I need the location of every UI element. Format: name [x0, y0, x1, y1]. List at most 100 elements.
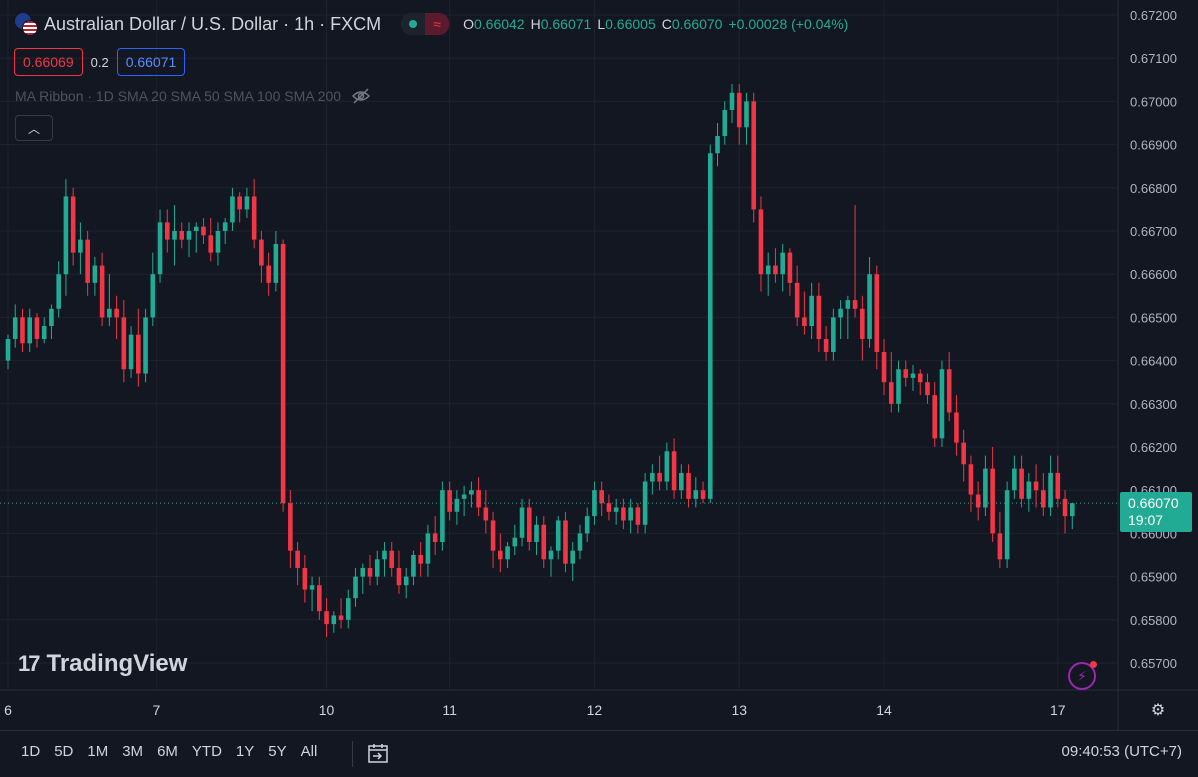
last-price-tag: 0.66070 19:07 — [1120, 492, 1192, 532]
range-5y[interactable]: 5Y — [268, 743, 287, 760]
candle — [1026, 472, 1032, 512]
market-status[interactable]: ≈ — [401, 13, 450, 35]
candle — [280, 239, 286, 512]
close-value: 0.66070 — [671, 16, 723, 32]
range-1m[interactable]: 1M — [87, 743, 109, 760]
candle — [498, 533, 503, 573]
bolt-icon[interactable]: ⚡ — [1068, 661, 1097, 690]
candle-body — [621, 507, 626, 521]
candle — [230, 187, 235, 231]
candle-body — [874, 274, 880, 352]
bar-countdown: 19:07 — [1128, 512, 1164, 528]
gear-icon[interactable]: ⚙ — [1150, 702, 1166, 719]
low-value: 0.66005 — [605, 16, 656, 32]
candle-body — [360, 567, 366, 577]
candle-body — [353, 576, 358, 599]
candle-body — [179, 231, 185, 240]
candle — [968, 455, 974, 512]
candle — [838, 300, 843, 339]
candle-body — [664, 451, 670, 482]
candle-body — [968, 464, 974, 495]
candle-body — [679, 472, 684, 491]
calendar-icon[interactable] — [366, 741, 390, 765]
candle — [403, 567, 409, 599]
range-1y[interactable]: 1Y — [235, 743, 255, 760]
candle-body — [440, 490, 445, 543]
candle-body — [338, 615, 344, 620]
price-axis[interactable]: 0.67200 0.67100 0.67000 0.66900 0.66800 0.667… — [1130, 8, 1177, 671]
candle — [1019, 455, 1024, 508]
candle — [823, 326, 829, 361]
candle — [577, 524, 583, 560]
candle-body — [128, 334, 134, 370]
candle — [259, 231, 264, 283]
candle — [20, 308, 25, 352]
candle — [34, 313, 40, 348]
candle — [374, 550, 380, 586]
range-3m[interactable]: 3M — [122, 743, 144, 760]
timezone-clock[interactable]: 09:40:53 (UTC+7) — [1061, 743, 1182, 760]
symbol-title[interactable]: Australian Dollar / U.S. Dollar · 1h · F… — [44, 13, 382, 34]
candle — [686, 464, 691, 508]
bottom-toolbar: 1D 5D 1M 3M 6M YTD 1Y 5Y All 09:40:53 (U… — [0, 730, 1198, 777]
candle — [744, 92, 749, 145]
change-value: +0.00028 (+0.04%) — [728, 16, 849, 32]
candle — [881, 339, 887, 396]
candle-body — [5, 339, 11, 361]
candle-body — [382, 550, 387, 560]
candle — [27, 308, 33, 352]
candle-body — [729, 92, 735, 111]
candle-body — [736, 92, 742, 128]
candle — [338, 598, 344, 629]
candle — [534, 516, 539, 555]
candle — [1033, 464, 1039, 508]
candle-body — [765, 265, 771, 275]
candle-body — [34, 317, 40, 339]
wave-icon[interactable]: ≈ — [425, 13, 450, 35]
candle-body — [635, 507, 641, 525]
spread-value: 0.2 — [90, 54, 109, 70]
candle — [707, 144, 713, 504]
candle-body — [41, 326, 47, 339]
collapse-legend-button[interactable]: ︿ — [15, 115, 53, 141]
candle — [382, 542, 387, 577]
range-ytd[interactable]: YTD — [191, 743, 222, 760]
sell-button[interactable]: 0.66069 — [14, 48, 83, 76]
candle-body — [309, 585, 315, 590]
eye-off-icon[interactable] — [351, 88, 371, 104]
time-tick-label: 10 — [319, 702, 335, 718]
range-all[interactable]: All — [300, 743, 318, 760]
buy-button[interactable]: 0.66071 — [116, 48, 186, 76]
candle-body — [1055, 472, 1061, 499]
candle-body — [12, 317, 18, 339]
candle-body — [852, 300, 858, 309]
candle-body — [845, 300, 851, 309]
candle-body — [787, 252, 793, 283]
candle — [852, 205, 858, 318]
candle-body — [534, 524, 539, 543]
range-1d[interactable]: 1D — [21, 743, 41, 760]
candle — [128, 326, 134, 378]
time-axis[interactable]: 6 7 10 11 12 13 14 17 — [4, 702, 1066, 718]
candle — [295, 542, 300, 586]
candle — [997, 511, 1003, 568]
candle — [172, 205, 177, 266]
candle — [555, 516, 561, 560]
candle-body — [266, 265, 271, 283]
range-5d[interactable]: 5D — [54, 743, 74, 760]
candle — [773, 248, 778, 283]
price-tick-label: 0.65800 — [1130, 613, 1177, 628]
candle — [107, 274, 112, 327]
candle — [447, 481, 452, 521]
candle-body — [715, 135, 720, 154]
candle — [548, 546, 554, 577]
price-tick-label: 0.65700 — [1130, 656, 1177, 671]
tradingview-logo[interactable]: 17 TradingView — [18, 650, 187, 678]
candle — [903, 360, 909, 387]
candle — [975, 481, 981, 521]
range-6m[interactable]: 6M — [157, 743, 178, 760]
candle — [389, 542, 395, 577]
indicator-legend[interactable]: MA Ribbon · 1D SMA 20 SMA 50 SMA 100 SMA… — [15, 88, 371, 104]
candle — [114, 295, 119, 339]
